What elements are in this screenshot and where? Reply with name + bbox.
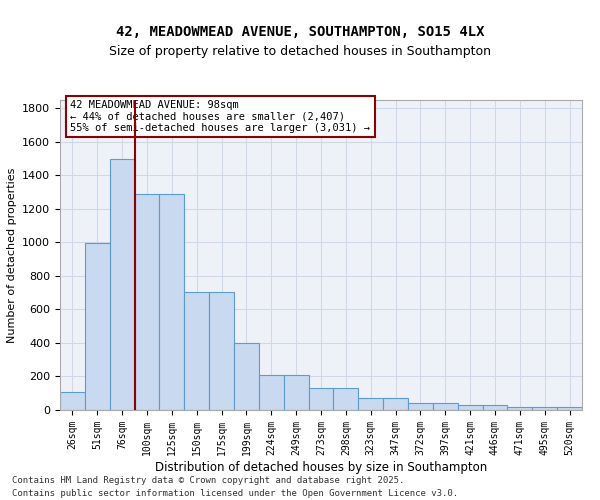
Bar [433, 404, 458, 410]
Bar [482, 405, 508, 410]
Bar [234, 343, 259, 410]
Text: Size of property relative to detached houses in Southampton: Size of property relative to detached ho… [109, 45, 491, 58]
Text: Contains HM Land Registry data © Crown copyright and database right 2025.: Contains HM Land Registry data © Crown c… [12, 476, 404, 485]
Bar [60, 392, 85, 410]
Bar [334, 388, 358, 410]
Bar [532, 406, 557, 410]
Bar [557, 406, 582, 410]
Bar [85, 244, 110, 410]
Bar [308, 388, 334, 410]
Bar [134, 194, 160, 410]
Text: 42 MEADOWMEAD AVENUE: 98sqm
← 44% of detached houses are smaller (2,407)
55% of : 42 MEADOWMEAD AVENUE: 98sqm ← 44% of det… [70, 100, 370, 133]
Bar [408, 404, 433, 410]
Bar [458, 405, 482, 410]
X-axis label: Distribution of detached houses by size in Southampton: Distribution of detached houses by size … [155, 460, 487, 473]
Text: 42, MEADOWMEAD AVENUE, SOUTHAMPTON, SO15 4LX: 42, MEADOWMEAD AVENUE, SOUTHAMPTON, SO15… [116, 25, 484, 39]
Y-axis label: Number of detached properties: Number of detached properties [7, 168, 17, 342]
Bar [358, 398, 383, 410]
Bar [184, 292, 209, 410]
Text: Contains public sector information licensed under the Open Government Licence v3: Contains public sector information licen… [12, 488, 458, 498]
Bar [110, 158, 134, 410]
Bar [284, 375, 308, 410]
Bar [209, 292, 234, 410]
Bar [259, 375, 284, 410]
Bar [508, 406, 532, 410]
Bar [383, 398, 408, 410]
Bar [160, 194, 184, 410]
